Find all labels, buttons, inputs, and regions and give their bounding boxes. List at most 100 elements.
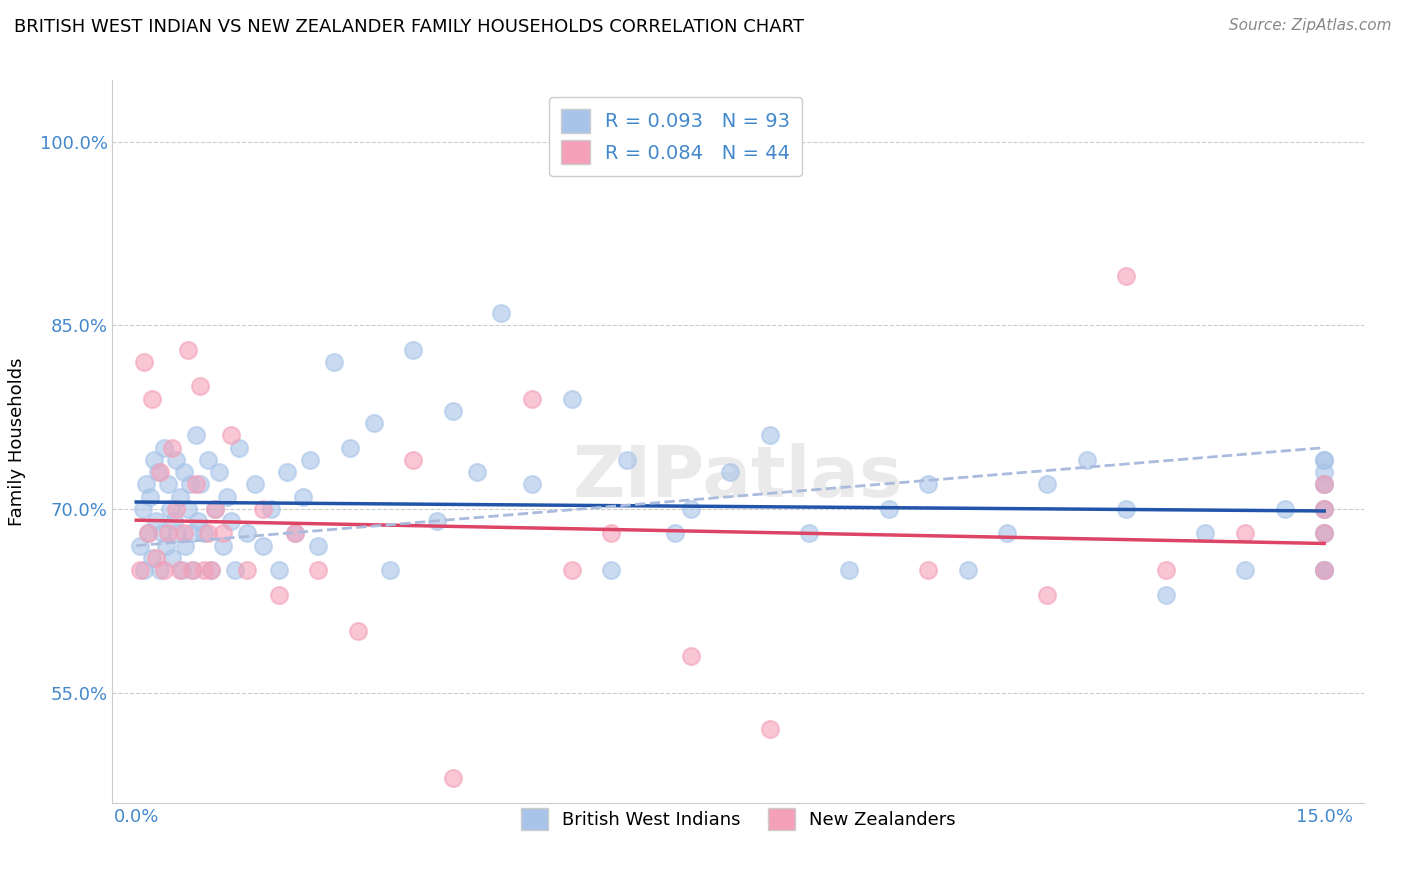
- Point: [307, 563, 329, 577]
- Point: [135, 477, 157, 491]
- Point: [679, 648, 702, 663]
- Point: [160, 441, 183, 455]
- Point: [679, 502, 702, 516]
- Point: [917, 563, 939, 577]
- Point: [284, 526, 307, 541]
- Point: [142, 453, 165, 467]
- Point: [339, 441, 361, 455]
- Point: [378, 563, 401, 577]
- Point: [153, 563, 176, 577]
- Point: [139, 490, 162, 504]
- Point: [465, 465, 488, 479]
- Point: [174, 539, 197, 553]
- Point: [1313, 563, 1336, 577]
- Y-axis label: Family Households: Family Households: [7, 358, 25, 525]
- Point: [177, 502, 200, 516]
- Point: [136, 526, 159, 541]
- Point: [1115, 269, 1137, 284]
- Point: [489, 306, 512, 320]
- Text: Source: ZipAtlas.com: Source: ZipAtlas.com: [1229, 18, 1392, 33]
- Point: [347, 624, 370, 639]
- Point: [131, 502, 153, 516]
- Point: [149, 563, 172, 577]
- Point: [141, 550, 163, 565]
- Point: [1313, 502, 1336, 516]
- Point: [276, 465, 298, 479]
- Point: [134, 355, 156, 369]
- Point: [956, 563, 979, 577]
- Point: [1036, 477, 1059, 491]
- Point: [267, 588, 290, 602]
- Point: [616, 453, 638, 467]
- Point: [1313, 563, 1336, 577]
- Point: [600, 526, 623, 541]
- Point: [224, 563, 246, 577]
- Point: [1234, 526, 1257, 541]
- Point: [200, 563, 222, 577]
- Point: [129, 563, 152, 577]
- Point: [252, 539, 274, 553]
- Point: [877, 502, 900, 516]
- Point: [165, 502, 187, 516]
- Point: [169, 563, 191, 577]
- Point: [299, 453, 322, 467]
- Point: [150, 526, 173, 541]
- Point: [156, 477, 179, 491]
- Point: [1313, 502, 1336, 516]
- Point: [136, 526, 159, 541]
- Point: [169, 490, 191, 504]
- Point: [184, 428, 207, 442]
- Point: [188, 379, 211, 393]
- Point: [193, 563, 215, 577]
- Point: [1313, 477, 1336, 491]
- Point: [561, 392, 583, 406]
- Point: [1313, 563, 1336, 577]
- Point: [402, 453, 425, 467]
- Point: [1076, 453, 1098, 467]
- Point: [208, 465, 231, 479]
- Point: [1313, 502, 1336, 516]
- Point: [600, 563, 623, 577]
- Point: [163, 514, 186, 528]
- Point: [156, 526, 179, 541]
- Point: [129, 539, 152, 553]
- Point: [522, 392, 544, 406]
- Point: [228, 441, 250, 455]
- Point: [718, 465, 741, 479]
- Point: [212, 539, 235, 553]
- Point: [1313, 453, 1336, 467]
- Point: [166, 526, 188, 541]
- Point: [243, 477, 266, 491]
- Point: [1313, 563, 1336, 577]
- Point: [1154, 563, 1177, 577]
- Point: [838, 563, 860, 577]
- Point: [759, 723, 782, 737]
- Point: [155, 539, 177, 553]
- Point: [181, 563, 204, 577]
- Point: [236, 563, 259, 577]
- Point: [193, 526, 215, 541]
- Point: [217, 490, 239, 504]
- Point: [260, 502, 283, 516]
- Text: BRITISH WEST INDIAN VS NEW ZEALANDER FAMILY HOUSEHOLDS CORRELATION CHART: BRITISH WEST INDIAN VS NEW ZEALANDER FAM…: [14, 18, 804, 36]
- Point: [153, 441, 176, 455]
- Point: [426, 514, 449, 528]
- Point: [1313, 453, 1336, 467]
- Point: [179, 477, 201, 491]
- Point: [307, 539, 329, 553]
- Point: [180, 563, 202, 577]
- Point: [219, 514, 242, 528]
- Point: [188, 477, 211, 491]
- Point: [145, 514, 167, 528]
- Point: [917, 477, 939, 491]
- Point: [252, 502, 274, 516]
- Point: [204, 502, 226, 516]
- Point: [184, 477, 207, 491]
- Point: [200, 563, 222, 577]
- Point: [180, 526, 202, 541]
- Point: [1313, 477, 1336, 491]
- Point: [284, 526, 307, 541]
- Point: [1154, 588, 1177, 602]
- Point: [1036, 588, 1059, 602]
- Point: [997, 526, 1019, 541]
